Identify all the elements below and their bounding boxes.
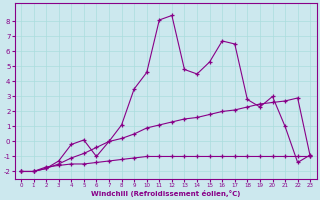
X-axis label: Windchill (Refroidissement éolien,°C): Windchill (Refroidissement éolien,°C) [91,190,240,197]
